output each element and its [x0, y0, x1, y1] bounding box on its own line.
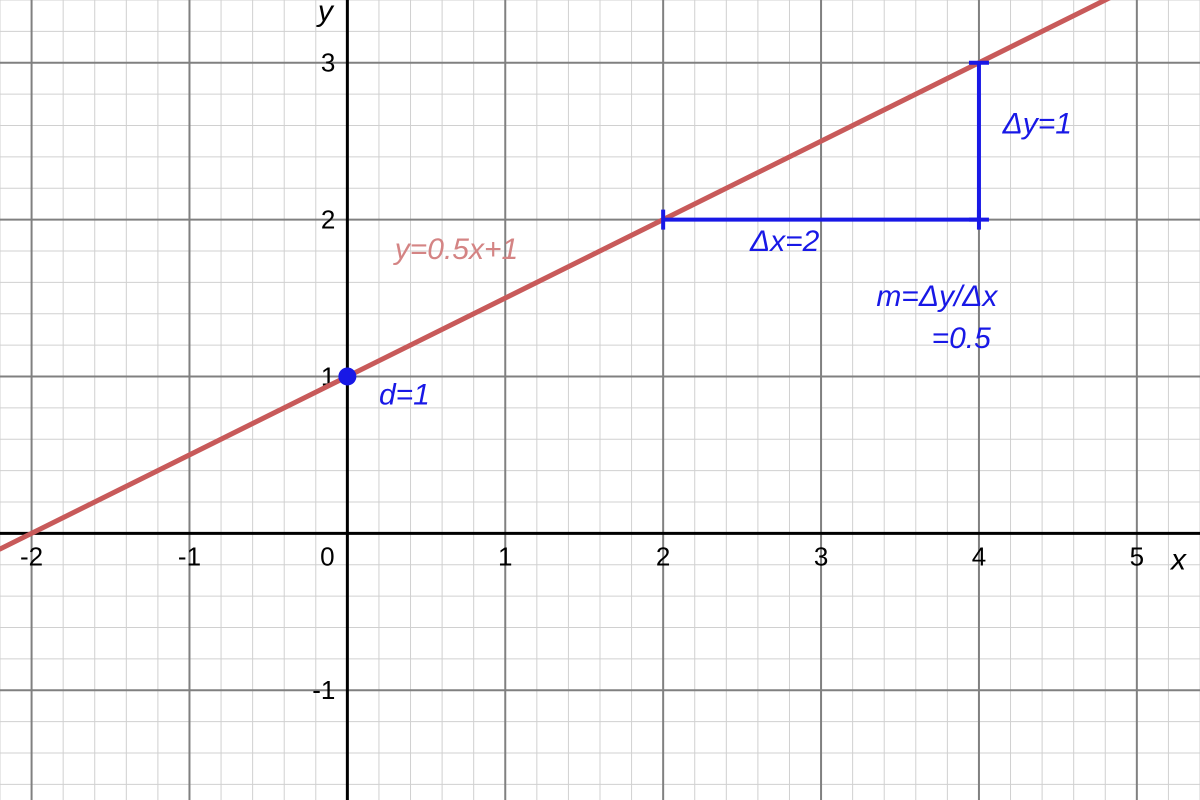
x-tick-label: 3 — [814, 541, 828, 571]
slope-value-label: =0.5 — [932, 322, 992, 355]
linear-function-plot: -2-1012345-1123xyy=0.5x+1Δx=2Δy=1m=Δy/Δx… — [0, 0, 1200, 800]
x-tick-label: 2 — [656, 541, 670, 571]
y-tick-label: -1 — [312, 675, 335, 705]
y-tick-label: 2 — [321, 205, 335, 235]
line-equation-label: y=0.5x+1 — [393, 233, 518, 266]
x-tick-label: -1 — [178, 541, 201, 571]
y-intercept-label: d=1 — [379, 379, 430, 412]
slope-formula-label: m=Δy/Δx — [876, 280, 998, 313]
x-tick-label: 1 — [498, 541, 512, 571]
x-axis-label: x — [1169, 543, 1187, 576]
delta-y-label: Δy=1 — [1002, 107, 1072, 140]
x-tick-label: 5 — [1130, 541, 1144, 571]
x-tick-label: 4 — [972, 541, 986, 571]
y-intercept-point — [338, 367, 356, 385]
delta-x-label: Δx=2 — [749, 225, 820, 258]
x-tick-label: -2 — [20, 541, 43, 571]
y-axis-label: y — [316, 0, 335, 28]
y-tick-label: 3 — [321, 48, 335, 78]
x-tick-label: 0 — [320, 541, 334, 571]
